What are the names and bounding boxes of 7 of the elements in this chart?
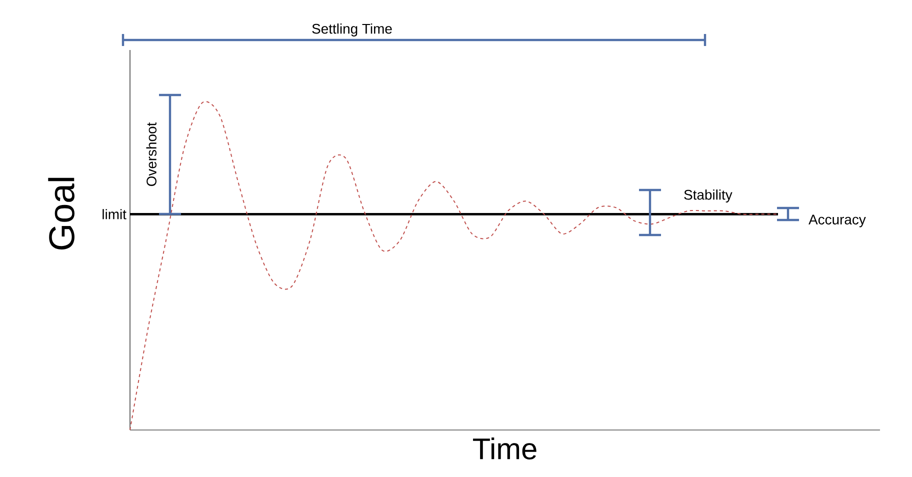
text: Settling Time: [312, 23, 392, 36]
x-axis-title: Time: [473, 438, 536, 460]
text: Accuracy: [808, 214, 866, 228]
annotation: Stability: [684, 189, 732, 202]
annotation: Overshoot: [146, 122, 156, 186]
y-axis-title: Goal: [48, 178, 74, 250]
ref-line-label: limit: [102, 209, 126, 220]
